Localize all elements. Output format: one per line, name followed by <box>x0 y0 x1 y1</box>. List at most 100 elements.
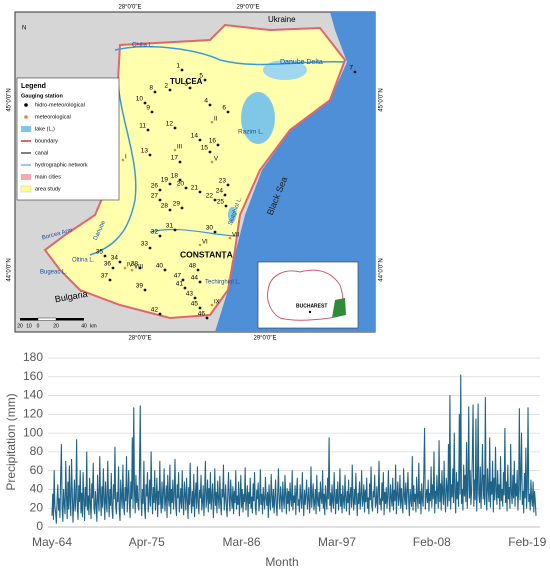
station-label: 30 <box>206 225 214 232</box>
station-dot <box>184 186 188 190</box>
scale-label: 20 <box>17 323 23 329</box>
station-label: 28 <box>161 203 169 210</box>
scale-bar <box>56 318 84 321</box>
y-tick-label: 100 <box>23 425 43 439</box>
scale-bar <box>37 317 57 321</box>
station-dot <box>210 120 214 124</box>
legend-label: area study <box>35 186 61 192</box>
station-label: 32 <box>151 229 159 236</box>
inset-city <box>308 310 312 314</box>
y-tick-label: 140 <box>23 388 43 402</box>
station-label: 20 <box>177 181 185 188</box>
station-dot <box>163 268 167 272</box>
place-label: Razim L. <box>238 129 264 136</box>
map: N Ukraine Danube Delta TULCEA Razim L. B… <box>7 5 385 342</box>
legend-label: meteorological <box>35 114 71 120</box>
station-dot <box>146 128 150 132</box>
station-dot <box>226 110 230 114</box>
station-dot <box>178 160 182 164</box>
station-label: III <box>177 145 182 151</box>
station-label: 34 <box>111 255 119 262</box>
station-label: 16 <box>209 138 217 145</box>
station-dot <box>138 266 142 270</box>
station-label: 38 <box>131 261 139 268</box>
legend-label: hidro-meteorological <box>35 102 85 108</box>
coordinate-label: 28°0'0"E <box>118 5 141 11</box>
station-label: 19 <box>161 177 169 184</box>
station-dot <box>198 243 202 247</box>
station-dot <box>198 190 202 194</box>
scale-label: 40 <box>81 323 87 329</box>
station-dot <box>121 158 125 162</box>
legend-symbol <box>24 103 28 107</box>
legend-label: canal <box>35 150 48 156</box>
station-label: IX <box>214 300 220 306</box>
station-label: 42 <box>151 307 159 314</box>
station-dot <box>158 188 162 192</box>
station-dot <box>180 206 184 210</box>
station-dot <box>123 266 127 270</box>
legend-symbol <box>21 174 31 180</box>
station-dot <box>158 312 162 316</box>
station-dot <box>208 103 212 107</box>
station-label: 8 <box>149 85 153 92</box>
station-label: 27 <box>151 193 159 200</box>
station-dot <box>178 178 182 182</box>
station-dot <box>198 306 202 310</box>
scale-label: 0 <box>37 323 40 329</box>
y-tick-label: 160 <box>23 369 43 383</box>
station-label: 31 <box>166 223 174 230</box>
station-label: 35 <box>96 249 104 256</box>
station-label: 23 <box>219 178 227 185</box>
station-dot <box>118 260 122 264</box>
legend-symbol <box>20 185 32 193</box>
x-tick-label: Mar-86 <box>223 535 261 549</box>
place-label: Danube Delta <box>280 59 323 66</box>
station-label: 9 <box>146 105 150 112</box>
legend-subtitle: Gauging station <box>21 93 64 99</box>
station-dot <box>130 268 134 272</box>
x-axis-title: Month <box>265 555 298 569</box>
station-label: 15 <box>201 145 209 152</box>
legend-label: boundary <box>35 138 58 144</box>
station-dot <box>196 268 200 272</box>
y-axis-title: Precipitation (mm) <box>4 393 18 490</box>
station-dot <box>183 286 187 290</box>
river <box>89 45 346 256</box>
y-tick-label: 0 <box>36 519 43 533</box>
station-dot <box>181 278 185 282</box>
station-label: 1 <box>176 63 180 70</box>
station-label: 13 <box>141 148 149 155</box>
scale-label: 20 <box>53 323 59 329</box>
station-label: 40 <box>156 263 164 270</box>
place-label: Techirghiol L. <box>205 280 241 286</box>
station-label: 24 <box>216 188 224 195</box>
station-dot <box>226 183 230 187</box>
coordinate-label: 44°0'0"N <box>7 258 13 281</box>
legend-box <box>16 77 120 201</box>
station-dot <box>168 88 172 92</box>
station-label: 3 <box>184 81 188 88</box>
place-label: Ukraine <box>268 15 296 24</box>
station-label: 5 <box>199 73 203 80</box>
station-dot <box>158 234 162 238</box>
station-dot <box>193 296 197 300</box>
station-label: 46 <box>198 311 206 318</box>
station-label: VIII <box>134 265 143 271</box>
x-tick-label: Mar-97 <box>318 535 356 549</box>
north-arrow: N <box>22 26 26 32</box>
station-dot <box>148 153 152 157</box>
canal <box>149 228 237 237</box>
station-label: 11 <box>139 123 146 130</box>
station-label: 10 <box>136 96 144 103</box>
lake <box>263 60 307 80</box>
inset-outline <box>267 269 344 321</box>
legend-label: main cities <box>35 174 61 180</box>
station-label: 18 <box>171 173 179 180</box>
station-dot <box>150 110 154 114</box>
place-label: TULCEA <box>170 77 203 86</box>
place-label: Bugeac L. <box>40 270 67 276</box>
y-tick-label: 60 <box>30 463 44 477</box>
station-label: 48 <box>189 263 197 270</box>
station-dot <box>213 198 217 202</box>
